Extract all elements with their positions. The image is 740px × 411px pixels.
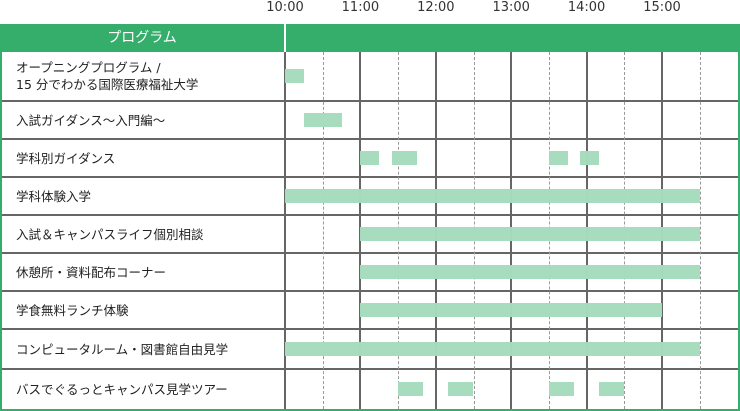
table-header: プログラム bbox=[0, 24, 740, 52]
label-column-divider bbox=[284, 52, 286, 409]
time-tick-label: 14:00 bbox=[567, 0, 606, 15]
session-bar bbox=[360, 227, 700, 241]
header-divider bbox=[284, 24, 286, 52]
program-row: 入試＆キャンパスライフ個別相談 bbox=[2, 216, 738, 254]
program-label: 学食無料ランチ体験 bbox=[16, 302, 129, 318]
program-label: コンピュータルーム・図書館自由見学 bbox=[16, 341, 229, 357]
time-tick-label: 12:00 bbox=[417, 0, 455, 15]
program-row: 学食無料ランチ体験 bbox=[2, 292, 738, 330]
program-row: 学科体験入学 bbox=[2, 178, 738, 216]
program-label: 休憩所・資料配布コーナー bbox=[16, 264, 167, 280]
time-tick-label: 10:00 bbox=[266, 0, 304, 15]
program-label: 学科体験入学 bbox=[16, 188, 92, 204]
session-bar bbox=[580, 151, 600, 165]
table-border bbox=[0, 24, 740, 411]
program-label: 学科別ガイダンス bbox=[16, 150, 116, 166]
session-bar bbox=[448, 381, 474, 396]
session-bar bbox=[360, 303, 662, 317]
session-bar bbox=[548, 151, 568, 165]
session-bar bbox=[599, 381, 625, 396]
program-label: オープニングプログラム / 15 分でわかる国際医療福祉大学 bbox=[16, 60, 199, 92]
session-bar bbox=[360, 151, 380, 165]
program-label: 入試＆キャンパスライフ個別相談 bbox=[16, 226, 204, 242]
session-bar bbox=[391, 151, 417, 165]
time-tick-label: 15:00 bbox=[643, 0, 681, 15]
program-column-header: プログラム bbox=[107, 30, 177, 46]
program-label: 入試ガイダンス〜入門編〜 bbox=[16, 112, 166, 128]
program-label: バスでぐるっとキャンパス見学ツアー bbox=[16, 382, 228, 397]
program-row: バスでぐるっとキャンパス見学ツアー bbox=[2, 370, 738, 409]
session-bar bbox=[285, 69, 304, 83]
session-bar bbox=[360, 265, 700, 279]
half-hour-grid-line bbox=[699, 52, 701, 409]
half-hour-grid-line bbox=[322, 52, 324, 409]
program-row: コンピュータルーム・図書館自由見学 bbox=[2, 330, 738, 370]
session-bar bbox=[303, 113, 342, 127]
time-tick-label: 13:00 bbox=[492, 0, 530, 15]
program-row: 休憩所・資料配布コーナー bbox=[2, 254, 738, 292]
session-bar bbox=[548, 381, 575, 396]
session-bar bbox=[285, 342, 700, 356]
program-row: 入試ガイダンス〜入門編〜 bbox=[2, 102, 738, 140]
session-bar bbox=[285, 189, 700, 203]
time-tick-label: 11:00 bbox=[341, 0, 380, 15]
program-row: オープニングプログラム / 15 分でわかる国際医療福祉大学 bbox=[2, 52, 738, 102]
program-row: 学科別ガイダンス bbox=[2, 140, 738, 178]
session-bar bbox=[398, 381, 424, 396]
